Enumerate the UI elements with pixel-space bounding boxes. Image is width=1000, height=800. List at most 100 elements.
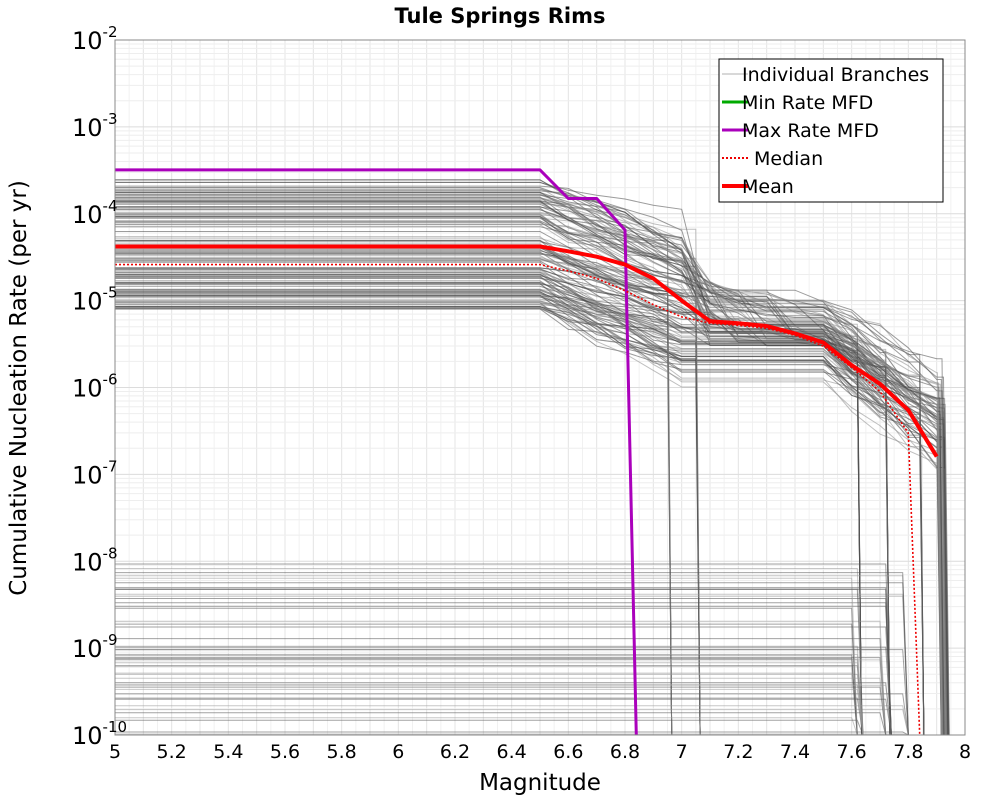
y-tick-exponent: -2	[103, 23, 118, 41]
branch-line	[115, 719, 864, 736]
y-tick-label: 10-5	[72, 284, 118, 316]
y-tick-exponent: -7	[103, 457, 118, 475]
series-lines	[115, 168, 939, 736]
branch-line	[115, 209, 948, 736]
branch-line	[115, 247, 945, 736]
branch-line	[115, 288, 891, 736]
plot-frame	[114, 39, 966, 736]
x-tick-label: 6.8	[610, 741, 640, 763]
y-tick-label: 10-4	[72, 197, 118, 229]
y-tick-base: 10	[72, 635, 103, 663]
max-rate-mfd-line	[115, 168, 638, 736]
x-tick-label: 5	[109, 741, 121, 763]
branch-line	[115, 712, 887, 736]
branch-line	[115, 705, 909, 736]
y-tick-base: 10	[72, 375, 103, 403]
y-tick-exponent: -4	[103, 197, 118, 215]
y-tick-base: 10	[72, 722, 103, 750]
x-tick-label: 7.8	[893, 741, 923, 763]
branch-line	[115, 688, 864, 736]
y-tick-label: 10-2	[72, 23, 118, 55]
y-tick-label: 10-7	[72, 457, 118, 489]
legend-label: Mean	[742, 176, 794, 198]
x-tick-label: 5.8	[327, 741, 357, 763]
branch-line	[115, 662, 864, 736]
x-tick-label: 6.6	[553, 741, 583, 763]
branch-line	[115, 239, 673, 736]
branch-line	[115, 294, 701, 736]
y-tick-label: 10-8	[72, 544, 118, 576]
legend-label: Median	[754, 148, 823, 170]
y-tick-exponent: -9	[103, 631, 118, 649]
x-axis-ticks: 5 5.2 5.4 5.6 5.8 6 6.2 6.4 6.6 6.8 7 7.2 7.4 7.6 7.8 8	[109, 741, 971, 763]
branch-line	[115, 298, 891, 736]
x-tick-label: 7.6	[837, 741, 867, 763]
branch-line	[115, 307, 673, 736]
y-tick-base: 10	[72, 114, 103, 142]
branch-line	[115, 276, 950, 736]
branch-line	[115, 577, 858, 736]
y-tick-base: 10	[72, 288, 103, 316]
y-tick-base: 10	[72, 201, 103, 229]
y-tick-exponent: -6	[103, 371, 118, 389]
y-tick-exponent: -3	[103, 110, 118, 128]
branch-line	[115, 731, 909, 736]
median-line	[115, 263, 921, 736]
branch-line	[115, 194, 701, 736]
branch-line	[115, 587, 892, 736]
branch-line	[115, 649, 909, 736]
branch-line	[115, 698, 892, 736]
x-tick-label: 7	[676, 741, 688, 763]
branch-line	[115, 301, 925, 736]
branch-line	[115, 717, 858, 736]
x-axis-label: Magnitude	[479, 770, 601, 796]
branch-line	[115, 654, 858, 736]
y-tick-label: 10-3	[72, 110, 118, 142]
branch-line	[115, 620, 887, 736]
branch-line	[115, 289, 950, 736]
branch-line	[115, 659, 887, 736]
x-tick-label: 5.6	[270, 741, 300, 763]
branch-line	[115, 245, 863, 736]
x-tick-label: 6	[392, 741, 404, 763]
branch-line	[115, 187, 943, 736]
legend-label: Min Rate MFD	[742, 92, 873, 114]
branch-line	[115, 277, 949, 736]
branch-line	[115, 200, 891, 736]
branch-line	[115, 221, 942, 736]
x-tick-label: 7.2	[723, 741, 753, 763]
branch-line	[115, 305, 949, 736]
legend-label: Individual Branches	[742, 64, 929, 86]
branch-line	[115, 216, 925, 736]
branch-line	[115, 193, 891, 736]
y-axis-label: Cumulative Nucleation Rate (per yr)	[6, 180, 32, 596]
branch-line	[115, 245, 891, 736]
branch-line	[115, 243, 947, 736]
y-tick-label: 10-9	[72, 631, 118, 663]
legend: Individual Branches Min Rate MFD Max Rate …	[718, 58, 944, 203]
y-tick-base: 10	[72, 27, 103, 55]
y-tick-base: 10	[72, 461, 103, 489]
branch-line	[115, 214, 891, 736]
branch-line	[115, 693, 909, 736]
branch-line	[115, 684, 892, 736]
branch-line	[115, 294, 701, 736]
y-tick-exponent: -5	[103, 284, 118, 302]
legend-box	[718, 58, 944, 203]
branch-line	[115, 213, 944, 736]
y-tick-exponent: -10	[103, 718, 128, 736]
y-tick-base: 10	[72, 548, 103, 576]
branch-line	[115, 249, 891, 736]
branch-line	[115, 582, 909, 736]
branch-line	[115, 197, 943, 736]
y-tick-exponent: -8	[103, 544, 118, 562]
x-tick-label: 8	[959, 741, 971, 763]
branch-line	[115, 686, 887, 736]
branch-line	[115, 306, 925, 736]
legend-label: Max Rate MFD	[742, 120, 879, 142]
branch-line	[115, 209, 943, 736]
x-tick-label: 7.4	[780, 741, 810, 763]
y-tick-label: 10-10	[72, 718, 127, 750]
